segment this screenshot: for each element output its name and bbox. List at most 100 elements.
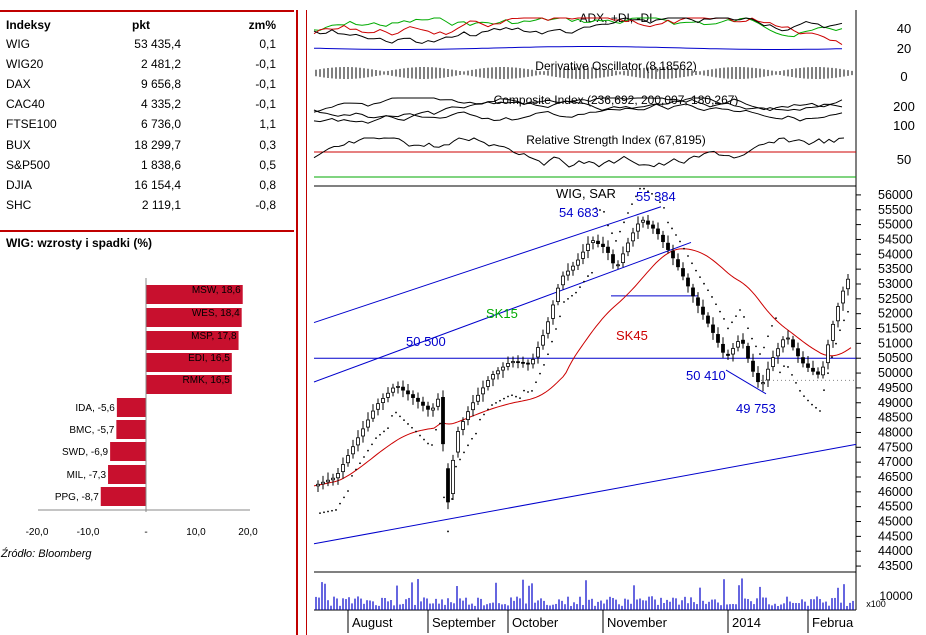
sar-dot (347, 490, 349, 492)
sar-dot (527, 391, 529, 393)
sar-dot (335, 509, 337, 511)
bar-tick: - (144, 527, 147, 538)
candle-body (581, 251, 585, 259)
sar-dot (403, 419, 405, 422)
annotation-54683: 54 683 (559, 205, 599, 220)
sar-dot (847, 310, 849, 313)
sar-dot (839, 329, 841, 332)
cell-chg: -0,1 (255, 57, 276, 72)
candle-body (461, 421, 465, 430)
bar-chart: MSW, 18,6 WES, 18,4 MSP, 17,8 EDI, 16,5 RMK,… (26, 278, 258, 538)
candle-body (526, 362, 530, 365)
sar-dot (719, 310, 721, 313)
sar-dot (643, 187, 645, 190)
sar-dot (515, 395, 517, 398)
sar-dot (727, 327, 729, 330)
sar-dot (591, 271, 593, 274)
trendline-long (313, 443, 857, 545)
sar-dot (367, 449, 369, 452)
annotation-50410: 50 410 (686, 368, 726, 383)
sar-dot (827, 372, 829, 375)
candle-body (416, 397, 420, 402)
sar-dot (339, 502, 341, 505)
candle-body (401, 386, 405, 391)
cell-name: SHC (6, 197, 32, 212)
sar-dot (399, 415, 401, 418)
candle-body (436, 398, 440, 407)
adx-tick-40: 40 (897, 21, 911, 36)
cell-name: WIG20 (6, 57, 44, 72)
volume-tick: 10000 (879, 589, 913, 603)
candle-body (821, 366, 825, 376)
adx-tick-20: 20 (897, 41, 911, 56)
top-rule (0, 10, 294, 12)
sar-dot (615, 240, 617, 242)
chart-title: WIG, SAR (556, 186, 616, 201)
candle-body (651, 224, 655, 229)
sar-dot (755, 345, 757, 348)
sar-dot (575, 291, 577, 294)
sar-dot (431, 444, 433, 446)
sar-dot (715, 303, 717, 306)
candle-body (516, 361, 520, 364)
candle-body (711, 324, 715, 333)
candle-body (756, 372, 760, 383)
candle-body (386, 392, 390, 398)
candle-body (766, 368, 770, 381)
col-header-name: Indeksy (6, 18, 51, 32)
derivative-oscillator-panel: Derivative Oscillator (8,18562)0 (315, 59, 908, 84)
price-tick-label: 54000 (878, 247, 913, 261)
candle-body (666, 242, 670, 250)
table-row: CAC40 4 335,2 -0,1 (6, 94, 276, 114)
candle-body (741, 339, 745, 344)
bar-label-ppg: PPG, -8,7 (55, 492, 99, 503)
mid-rule (0, 230, 294, 232)
sar-dot (363, 456, 365, 458)
indicator-title: Composite Index (236,692, 200,007, 180,2… (494, 93, 739, 107)
candle-body (611, 254, 615, 264)
month-label: August (352, 615, 393, 630)
sar-dot (359, 462, 361, 465)
sar-dot (811, 403, 813, 406)
sar-dot (659, 201, 661, 204)
sar-dot (443, 496, 445, 499)
candle-body (646, 220, 650, 225)
sar-dot (499, 399, 501, 402)
candle-body (786, 337, 790, 340)
cell-name: DJIA (6, 177, 33, 192)
sar-dot (595, 207, 597, 210)
sar-dot (419, 434, 421, 437)
price-tick-label: 52500 (878, 292, 913, 306)
sar-dot (631, 203, 633, 206)
cell-pkt: 2 481,2 (140, 57, 181, 72)
sar-dot (623, 221, 625, 224)
candle-body (521, 361, 525, 364)
sar-dot (835, 342, 837, 345)
month-label: Februa (812, 615, 854, 630)
sar-dot (495, 402, 497, 404)
rsi-line (313, 137, 845, 168)
sar-dot (735, 315, 737, 318)
sar-dot (427, 442, 429, 445)
sar-dot (471, 437, 473, 440)
sar-dot (411, 426, 413, 429)
bar-rmk (146, 375, 232, 394)
table-row: WIG 53 435,4 0,1 (6, 34, 276, 54)
candle-body (366, 419, 370, 428)
candle-body (686, 277, 690, 287)
composite-line (313, 97, 843, 113)
candle-body (546, 321, 550, 334)
month-label: November (607, 615, 668, 630)
month-label: September (432, 615, 496, 630)
candle-body (641, 219, 645, 223)
bars-title: WIG: wzrosty i spadki (%) (6, 236, 153, 250)
sar-dot (571, 294, 573, 297)
candle-body (381, 398, 385, 404)
candle-body (636, 223, 640, 232)
composite-line (313, 97, 843, 122)
candle-body (751, 360, 755, 372)
candle-body (846, 278, 850, 290)
sar-dot (787, 366, 789, 368)
candle-body (781, 339, 785, 348)
price-tick-label: 51500 (878, 322, 913, 336)
